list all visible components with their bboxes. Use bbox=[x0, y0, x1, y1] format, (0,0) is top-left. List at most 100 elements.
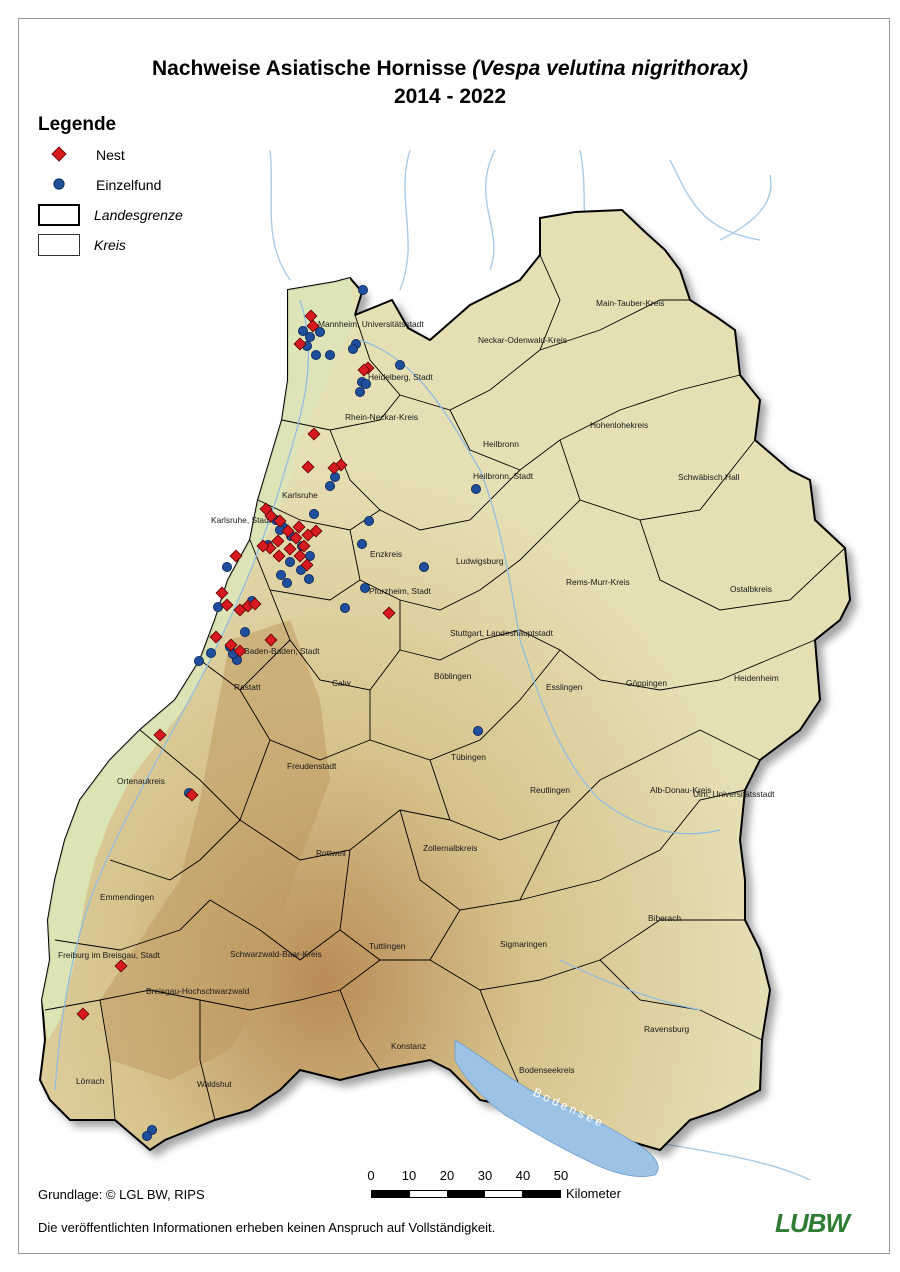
place-label: Heilbronn, Stadt bbox=[473, 471, 534, 481]
einzelfund-marker bbox=[281, 578, 292, 589]
place-label: Heidelberg, Stadt bbox=[368, 372, 433, 382]
einzelfund-marker bbox=[304, 331, 315, 342]
nest-marker bbox=[264, 509, 278, 523]
scale-tick: 0 bbox=[367, 1168, 375, 1183]
nest-marker bbox=[297, 539, 311, 553]
place-label: Ravensburg bbox=[644, 1024, 690, 1034]
nest-marker bbox=[293, 337, 307, 351]
landesgrenze-symbol-icon bbox=[38, 204, 80, 226]
nest-marker bbox=[281, 524, 295, 538]
nest-symbol-icon bbox=[38, 144, 82, 166]
place-label: Göppingen bbox=[626, 678, 667, 688]
legend-item-kreis: Kreis bbox=[38, 234, 126, 256]
einzelfund-marker bbox=[308, 508, 319, 519]
einzelfund-marker bbox=[394, 359, 405, 370]
nest-marker bbox=[224, 638, 238, 652]
nest-marker bbox=[271, 534, 285, 548]
scale-tick: 20 bbox=[439, 1168, 455, 1183]
nest-marker bbox=[300, 558, 314, 572]
place-label: Tübingen bbox=[451, 752, 486, 762]
nest-marker bbox=[304, 309, 318, 323]
nest-marker bbox=[209, 630, 223, 644]
place-label: Rastatt bbox=[234, 682, 261, 692]
black-forest-relief bbox=[100, 620, 330, 1080]
legend-label: Landesgrenze bbox=[94, 207, 183, 223]
nest-marker bbox=[293, 549, 307, 563]
place-label: Zollernalbkreis bbox=[423, 843, 477, 853]
einzelfund-marker bbox=[329, 471, 340, 482]
einzelfund-marker bbox=[470, 483, 481, 494]
einzelfund-marker bbox=[359, 583, 370, 594]
einzelfund-marker bbox=[284, 557, 295, 568]
nest-marker bbox=[309, 524, 323, 538]
nest-marker bbox=[233, 644, 247, 658]
scale-tick: 30 bbox=[477, 1168, 493, 1183]
bodensee-lake bbox=[454, 1039, 659, 1177]
place-label: Heilbronn bbox=[483, 439, 519, 449]
nest-marker bbox=[273, 514, 287, 528]
place-label: Mannheim, Universitätsstadt bbox=[318, 319, 424, 329]
place-label: Waldshut bbox=[197, 1079, 232, 1089]
nest-marker bbox=[114, 959, 128, 973]
place-label: Rhein-Neckar-Kreis bbox=[345, 412, 418, 422]
legend-item-landesgrenze: Landesgrenze bbox=[38, 204, 183, 226]
place-label: Ostalbkreis bbox=[730, 584, 772, 594]
place-label: Freiburg im Breisgau, Stadt bbox=[58, 950, 161, 960]
scale-tick: 50 bbox=[553, 1168, 569, 1183]
einzelfund-marker bbox=[324, 480, 335, 491]
nest-marker bbox=[76, 1007, 90, 1021]
kreis-symbol-icon bbox=[38, 234, 80, 256]
legend-item-nest: Nest bbox=[38, 144, 125, 166]
map-frame bbox=[18, 18, 890, 1254]
place-label: Karlsruhe bbox=[282, 490, 318, 500]
legend-label: Kreis bbox=[94, 237, 126, 253]
place-label: Rottweil bbox=[316, 848, 346, 858]
place-label: Ulm, Universitätsstadt bbox=[693, 789, 775, 799]
nest-marker bbox=[264, 633, 278, 647]
place-label: Esslingen bbox=[546, 682, 583, 692]
einzelfund-marker bbox=[239, 627, 250, 638]
scale-bar bbox=[371, 1190, 561, 1198]
rhine-plain bbox=[42, 278, 355, 1040]
nest-marker bbox=[327, 461, 341, 475]
place-label: Sigmaringen bbox=[500, 939, 547, 949]
einzelfund-marker bbox=[347, 343, 358, 354]
nest-points bbox=[76, 309, 396, 1021]
place-label: Emmendingen bbox=[100, 892, 154, 902]
place-labels: Mannheim, Universitätsstadt Heidelberg, … bbox=[58, 298, 779, 1089]
einzelfund-marker bbox=[205, 648, 216, 659]
nest-marker bbox=[220, 598, 234, 612]
einzelfund-marker bbox=[360, 378, 371, 389]
einzelfund-marker bbox=[310, 349, 321, 360]
legend-label: Nest bbox=[96, 147, 125, 163]
place-label: Main-Tauber-Kreis bbox=[596, 298, 664, 308]
place-label: Neckar-Odenwald-Kreis bbox=[478, 335, 567, 345]
nest-marker bbox=[185, 788, 199, 802]
nest-marker bbox=[301, 460, 315, 474]
einzelfund-marker bbox=[339, 603, 350, 614]
map-title-years: 2014 - 2022 bbox=[393, 85, 507, 108]
einzelfund-marker bbox=[314, 326, 325, 337]
map-title: Nachweise Asiatische Hornisse (Vespa vel… bbox=[152, 57, 748, 80]
nest-marker bbox=[289, 531, 303, 545]
place-label: Schwarzwald-Baar-Kreis bbox=[230, 949, 322, 959]
place-label: Rems-Murr-Kreis bbox=[566, 577, 630, 587]
place-label: Enzkreis bbox=[370, 549, 402, 559]
einzelfund-marker bbox=[356, 539, 367, 550]
place-label: Baden-Baden, Stadt bbox=[244, 646, 320, 656]
einzelfund-marker bbox=[418, 562, 429, 573]
disclaimer-text: Die veröffentlichten Informationen erheb… bbox=[38, 1220, 496, 1235]
einzelfund-marker bbox=[472, 726, 483, 737]
nest-marker bbox=[215, 586, 229, 600]
credit-text: Grundlage: © LGL BW, RIPS bbox=[38, 1187, 205, 1202]
place-label: Freudenstadt bbox=[287, 761, 337, 771]
place-label: Tuttlingen bbox=[369, 941, 406, 951]
place-label: Ludwigsburg bbox=[456, 556, 504, 566]
place-label: Karlsruhe, Stadt bbox=[211, 515, 272, 525]
scale-ticks: 0 10 20 30 40 50 bbox=[360, 1168, 580, 1186]
legend-label: Einzelfund bbox=[96, 177, 162, 193]
nest-marker bbox=[229, 549, 243, 563]
nest-marker bbox=[307, 427, 321, 441]
nest-marker bbox=[357, 363, 371, 377]
map-canvas: Bodensee Mannheim, Universitätsstadt Hei… bbox=[38, 149, 852, 1180]
